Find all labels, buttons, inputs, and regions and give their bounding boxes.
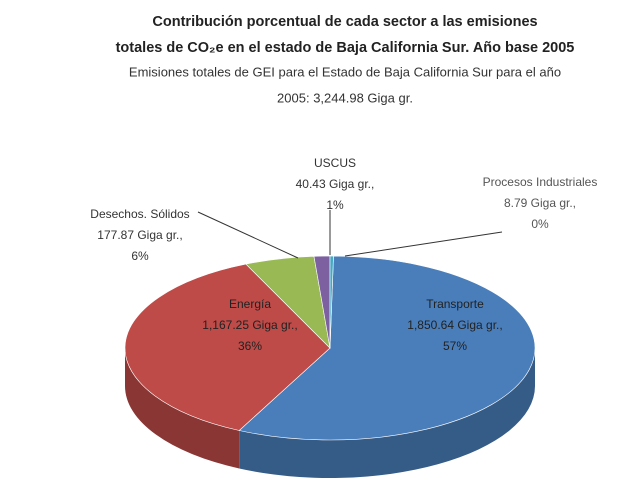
- chart-subtitle: 2005: 3,244.98 Giga gr.: [277, 90, 413, 105]
- slice-label: Transporte: [426, 297, 484, 311]
- value-label: 40.43 Giga gr.,: [296, 177, 375, 191]
- slice-label: USCUS: [314, 156, 356, 170]
- slice-side: [239, 348, 535, 478]
- percent-label: 6%: [131, 249, 149, 263]
- slice-label: Energía: [229, 297, 271, 311]
- chart-subtitle: Emisiones totales de GEI para el Estado …: [129, 64, 561, 79]
- percent-label: 0%: [531, 217, 549, 231]
- leader-line: [344, 231, 503, 257]
- value-label: 177.87 Giga gr.,: [97, 228, 182, 242]
- percent-label: 36%: [238, 339, 262, 353]
- percent-label: 57%: [443, 339, 467, 353]
- percent-label: 1%: [326, 198, 344, 212]
- chart-title: Contribución porcentual de cada sector a…: [152, 14, 537, 30]
- value-label: 8.79 Giga gr.,: [504, 196, 576, 210]
- slice-label: Desechos. Sólidos: [90, 207, 189, 221]
- slice: [238, 255, 536, 441]
- value-label: 1,167.25 Giga gr.,: [202, 318, 297, 332]
- chart-title: totales de CO₂e en el estado de Baja Cal…: [116, 40, 575, 56]
- leader-line: [197, 211, 299, 259]
- slice-side: [125, 348, 240, 469]
- slice-label: Procesos Industriales: [483, 175, 598, 189]
- slice: [329, 255, 334, 349]
- value-label: 1,850.64 Giga gr.,: [407, 318, 502, 332]
- slice: [124, 263, 331, 431]
